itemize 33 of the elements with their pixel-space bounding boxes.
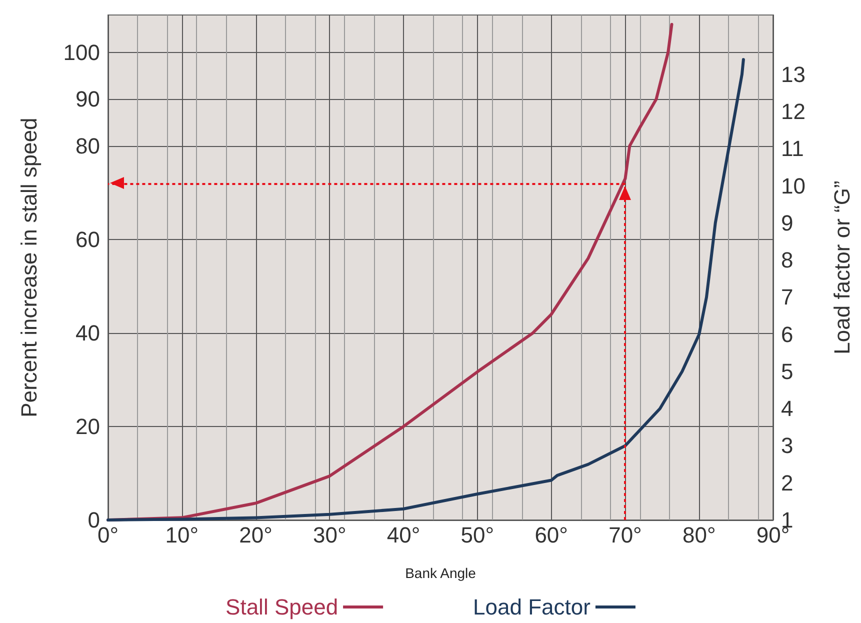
y2-tick-label: 10	[781, 173, 806, 198]
y-tick-label: 90	[76, 86, 100, 112]
x-tick-label: 60°	[534, 522, 568, 548]
y-tick-label: 40	[76, 320, 100, 346]
x-tick-label: 50°	[460, 522, 494, 548]
y2-tick-label: 5	[781, 358, 794, 384]
y2-tick-label: 8	[781, 248, 794, 273]
y-tick-label: 80	[76, 133, 100, 158]
y2-tick-label: 3	[781, 433, 794, 458]
y-tick-label: 0	[88, 508, 100, 532]
y2-tick-label: 2	[781, 470, 794, 496]
y2-tick-label: 12	[781, 99, 806, 124]
y2-tick-label: 6	[781, 322, 794, 347]
x-tick-label: 40°	[386, 522, 420, 548]
line-series	[106, 58, 745, 522]
legend-label: Stall Speed	[226, 594, 338, 620]
y-tick-label: 60	[76, 226, 100, 252]
y2-tick-label: 9	[781, 210, 794, 236]
y-tick-label: 100	[63, 40, 100, 65]
legend-label: Load Factor	[473, 594, 590, 620]
y-axis-title: Percent increase in stall speed	[16, 118, 42, 418]
y2-tick-label: 11	[781, 136, 804, 162]
x-tick-label: 70°	[608, 522, 642, 548]
y2-tick-label: 7	[781, 284, 794, 310]
x-tick-label: 30°	[313, 522, 346, 548]
y2-axis-title: Load factor or “G”	[830, 180, 854, 354]
x-tick-label: 80°	[682, 522, 716, 548]
y2-tick-label: 13	[781, 62, 806, 87]
x-tick-label: 20°	[239, 522, 272, 548]
y-tick-label: 20	[76, 414, 100, 439]
y2-tick-label: 4	[781, 396, 794, 422]
x-axis-title: Bank Angle	[405, 565, 476, 581]
x-tick-label: 10°	[165, 522, 199, 548]
